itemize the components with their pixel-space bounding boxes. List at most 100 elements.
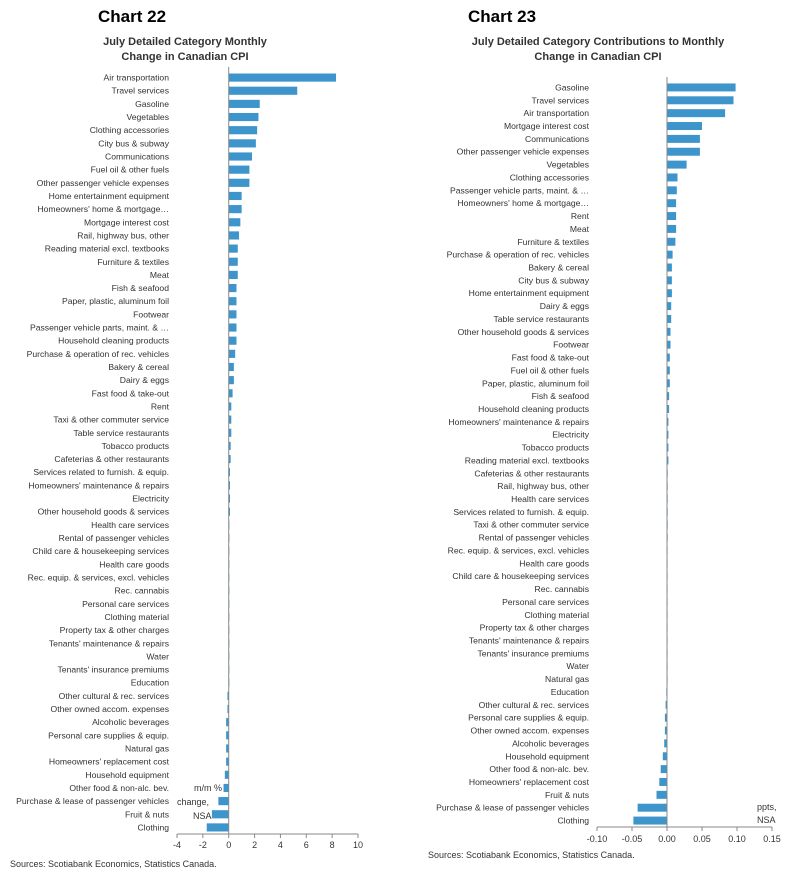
bar xyxy=(667,417,669,426)
category-label: Taxi & other commuter service xyxy=(473,520,589,530)
bar xyxy=(667,379,670,388)
category-label: Other cultural & rec. services xyxy=(479,700,589,710)
bar xyxy=(228,191,242,201)
category-label: Travel services xyxy=(112,86,169,96)
category-label: Clothing material xyxy=(105,612,170,622)
bar xyxy=(662,752,667,761)
category-label: Vegetables xyxy=(126,112,169,122)
category-label: Mortgage interest cost xyxy=(504,121,590,131)
category-label: Purchase & lease of passenger vehicles xyxy=(16,796,169,806)
bar xyxy=(667,224,677,233)
category-label: City bus & subway xyxy=(98,138,169,148)
bar xyxy=(659,777,667,786)
chart-title-line1: July Detailed Category Monthly xyxy=(103,36,267,48)
x-tick-label: 0.15 xyxy=(763,834,781,844)
category-label: Natural gas xyxy=(545,674,589,684)
bar xyxy=(667,327,671,336)
bar xyxy=(667,96,734,105)
bar xyxy=(228,218,241,227)
category-label: Tenants' insurance premiums xyxy=(478,648,590,658)
category-label: Household cleaning products xyxy=(478,404,589,414)
bar xyxy=(667,392,670,401)
category-label: Other cultural & rec. services xyxy=(59,691,169,701)
category-label: Rent xyxy=(151,401,170,411)
category-label: Table service restaurants xyxy=(73,428,169,438)
category-label: Fruit & nuts xyxy=(125,809,169,819)
bar xyxy=(667,186,677,195)
x-tick-label: 0.10 xyxy=(728,834,746,844)
category-label: Table service restaurants xyxy=(493,314,589,324)
category-label: Fish & seafood xyxy=(112,283,170,293)
category-label: Dairy & eggs xyxy=(120,375,169,385)
bar xyxy=(226,718,229,727)
category-label: Other passenger vehicle expenses xyxy=(457,147,589,157)
bar xyxy=(228,454,231,464)
category-label: Cafeterias & other restaurants xyxy=(54,454,169,464)
category-label: Purchase & operation of rec. vehicles xyxy=(447,250,589,260)
category-label: Personal care services xyxy=(82,599,169,609)
bar xyxy=(228,310,237,319)
category-label: Rent xyxy=(571,211,590,221)
category-label: Bakery & cereal xyxy=(108,362,169,372)
bar xyxy=(228,139,256,148)
category-label: Homeowners' maintenance & repairs xyxy=(28,480,169,490)
category-label: Services related to furnish. & equip. xyxy=(33,467,169,477)
category-label: Footwear xyxy=(553,340,589,350)
bar xyxy=(218,797,229,806)
bar xyxy=(227,691,229,700)
category-label: Rental of passenger vehicles xyxy=(479,533,589,543)
category-label: Clothing xyxy=(137,822,169,832)
bar xyxy=(667,237,676,246)
bar xyxy=(667,276,672,285)
category-label: Other food & non-alc. bev. xyxy=(489,764,589,774)
category-label: Fast food & take-out xyxy=(92,388,170,398)
category-label: Child care & housekeeping services xyxy=(452,571,589,581)
category-label: Water xyxy=(146,651,169,661)
bar xyxy=(667,456,669,465)
bar xyxy=(667,289,672,298)
category-label: Fuel oil & other fuels xyxy=(91,165,169,175)
category-label: Other household goods & services xyxy=(458,327,589,337)
bar xyxy=(228,270,238,279)
bar xyxy=(228,362,234,372)
category-label: Homeowners' home & mortgage… xyxy=(37,204,169,214)
bar xyxy=(664,713,667,722)
category-label: Education xyxy=(551,687,589,697)
category-label: Reading material excl. textbooks xyxy=(465,455,589,465)
bar xyxy=(228,481,231,490)
category-label: Tenants' insurance premiums xyxy=(58,665,170,675)
bar xyxy=(667,302,672,311)
category-label: Tobacco products xyxy=(522,443,589,453)
bar xyxy=(656,790,667,799)
chart-title: July Detailed Category Contributions to … xyxy=(443,35,753,65)
category-label: Rec. equip. & services, excl. vehicles xyxy=(28,572,169,582)
bar xyxy=(228,428,232,437)
x-tick-label: -2 xyxy=(199,840,207,850)
category-label: Air transportation xyxy=(104,73,170,83)
category-label: Rail, highway bus, other xyxy=(77,230,169,240)
bar xyxy=(667,160,687,169)
category-label: Health care services xyxy=(511,494,589,504)
category-label: Other passenger vehicle expenses xyxy=(37,178,169,188)
category-label: Natural gas xyxy=(125,743,169,753)
source-note: Sources: Scotiabank Economics, Statistic… xyxy=(428,850,635,860)
category-label: Gasoline xyxy=(555,82,589,92)
bar xyxy=(633,816,667,825)
category-label: Homeowners' home & mortgage… xyxy=(457,198,589,208)
bar xyxy=(228,126,258,135)
bar xyxy=(227,704,229,714)
bar xyxy=(228,415,232,424)
bar xyxy=(667,430,669,439)
bar xyxy=(228,283,237,293)
bar-chart-22: Air transportation Travel services Gasolin… xyxy=(16,67,363,850)
category-label: Alcoholic beverages xyxy=(92,717,169,727)
x-tick-label: 2 xyxy=(252,840,257,850)
category-label: Electricity xyxy=(552,430,589,440)
category-label: Other food & non-alc. bev. xyxy=(69,783,169,793)
category-label: Health care services xyxy=(91,520,169,530)
category-label: Other owned accom. expenses xyxy=(471,726,589,736)
x-tick-label: -0.10 xyxy=(587,834,608,844)
bar xyxy=(226,731,229,740)
category-label: Passenger vehicle parts, maint. & … xyxy=(450,185,589,195)
category-label: Fuel oil & other fuels xyxy=(511,365,589,375)
